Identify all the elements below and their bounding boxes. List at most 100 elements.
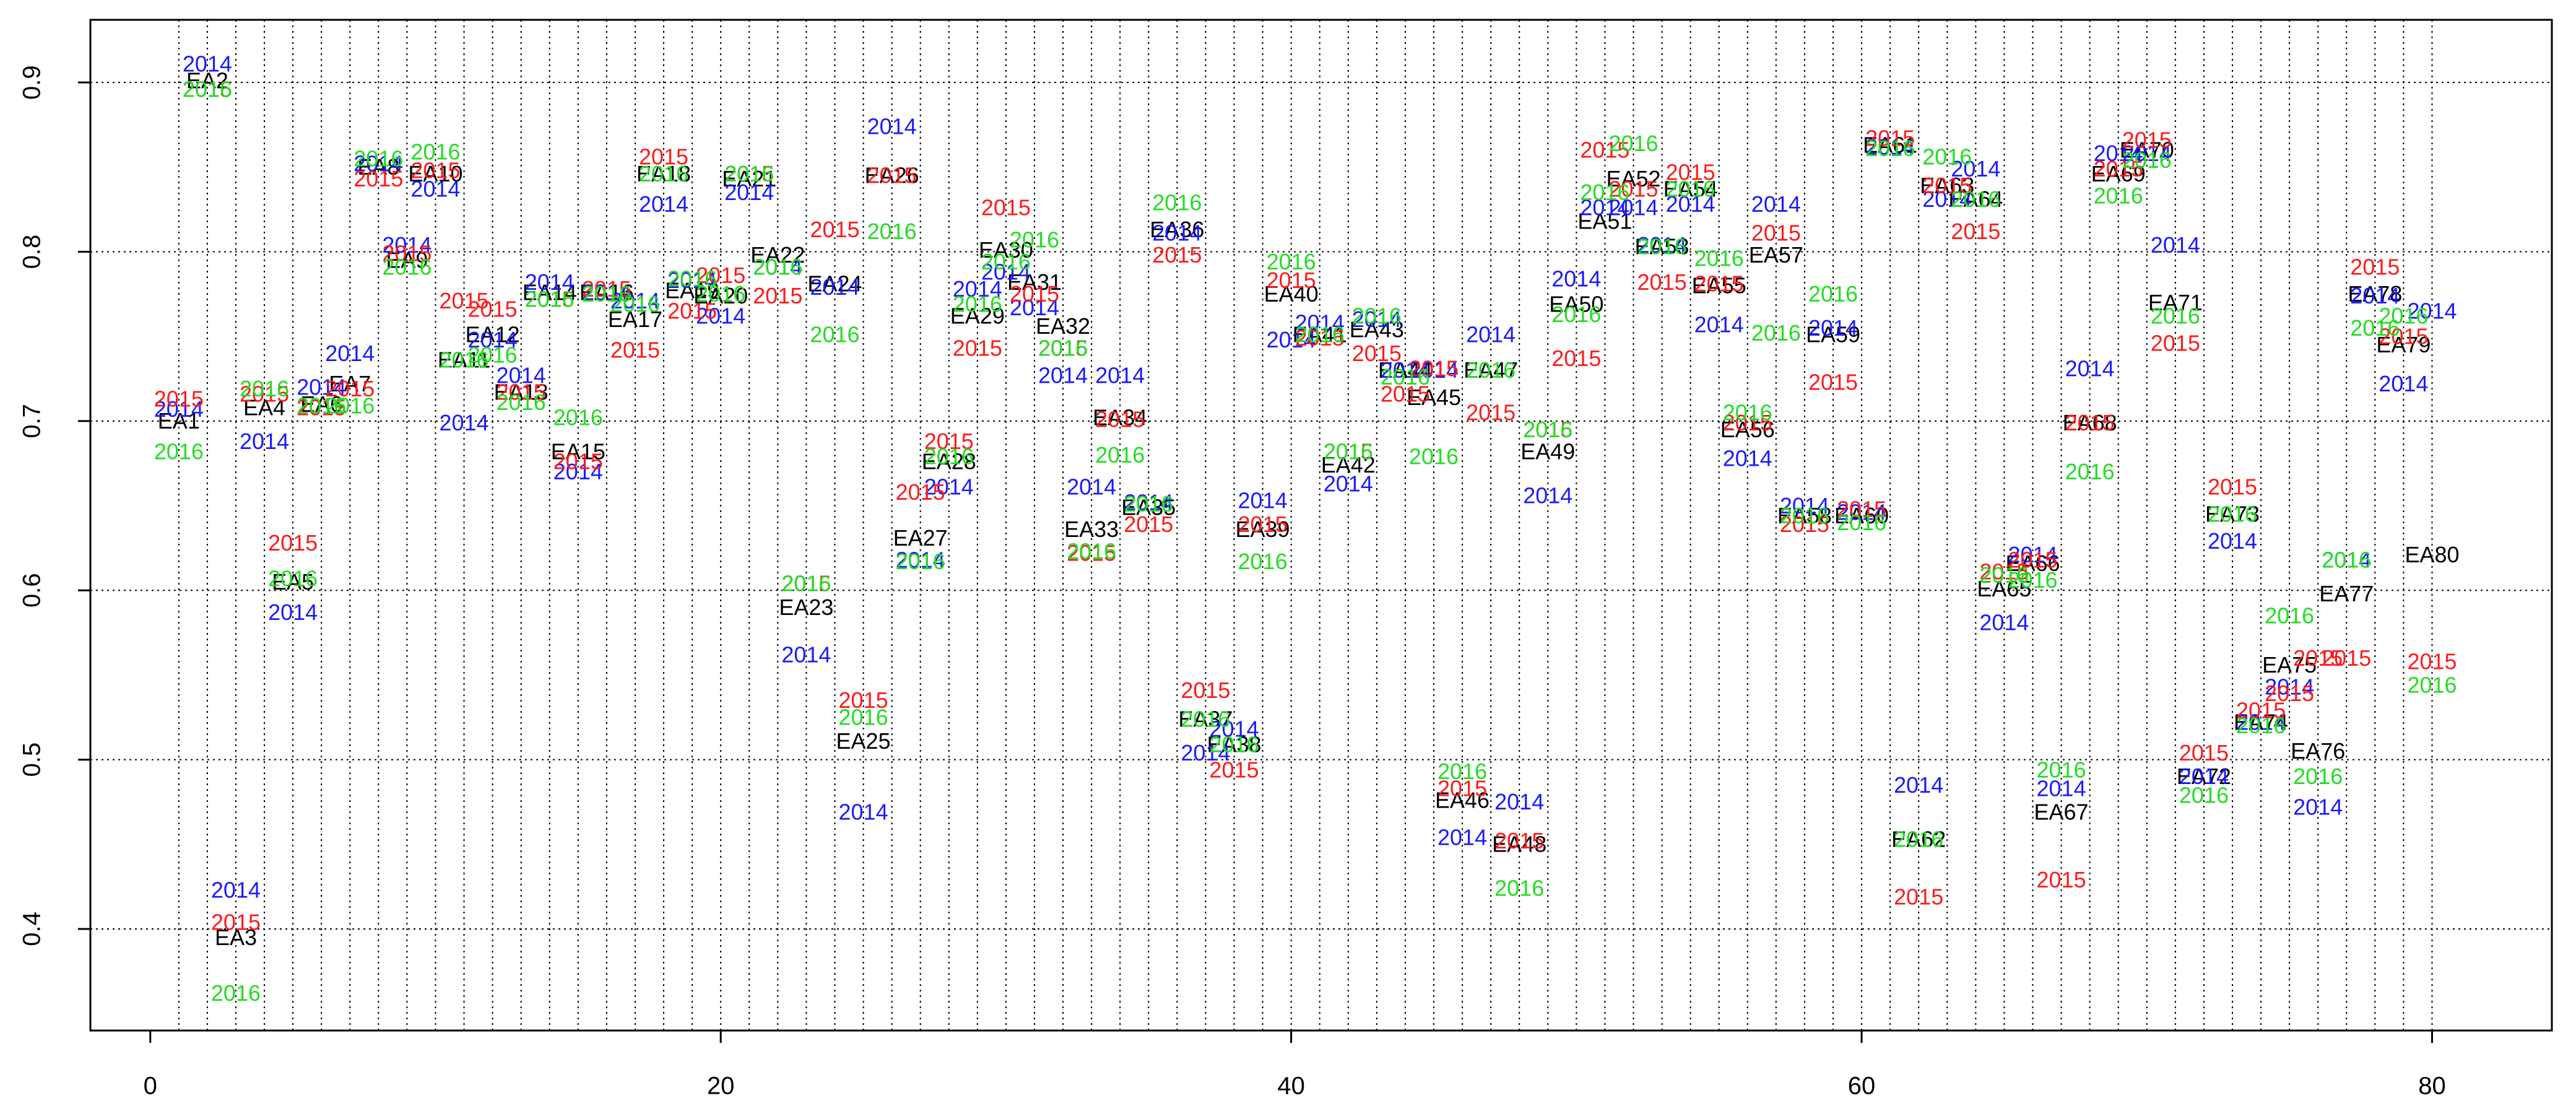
year-label: 2015: [2122, 127, 2172, 152]
year-label: 2015: [1837, 496, 1886, 521]
point-label: EA8: [357, 154, 399, 180]
point-label: EA49: [1520, 438, 1575, 464]
year-label: 2015: [410, 158, 460, 183]
year-label: 2014: [1466, 322, 1516, 347]
year-label: 2016: [639, 161, 688, 186]
year-label: 2016: [2065, 459, 2115, 484]
year-label: 2014: [639, 191, 688, 217]
year-label: 2016: [1067, 539, 1116, 564]
point-label: EA69: [2091, 161, 2146, 186]
year-label: 2015: [439, 288, 488, 313]
year-label: 2014: [1580, 195, 1629, 220]
year-label: 2014: [268, 599, 318, 625]
year-label: 2016: [2037, 757, 2086, 782]
point-label: EA54: [1663, 177, 1718, 202]
year-label: 2014: [297, 374, 346, 399]
point-label: EA25: [836, 728, 891, 754]
year-label: 2016: [724, 161, 774, 186]
point-label: EA30: [979, 237, 1033, 263]
year-label: 2015: [1894, 884, 1943, 909]
year-label: 2015: [610, 337, 660, 362]
point-label: EA70: [2120, 137, 2174, 163]
year-label: 2015: [2151, 330, 2200, 355]
year-label: 2016: [839, 705, 888, 730]
point-label: EA4: [243, 395, 285, 420]
point-label: EA13: [494, 380, 549, 405]
point-label: EA28: [922, 449, 976, 474]
point-label: EA1: [158, 408, 200, 434]
point-label: EA80: [2405, 542, 2459, 567]
year-label: 2016: [2122, 147, 2172, 173]
year-label: 2016: [610, 292, 660, 317]
year-label: 2014: [2407, 298, 2457, 323]
point-label: EA21: [722, 166, 776, 191]
year-label: 2014: [325, 341, 375, 366]
point-label: EA62: [1891, 826, 1946, 852]
year-label: 2014: [1124, 489, 1173, 515]
point-label: EA73: [2205, 501, 2260, 526]
year-label: 2015: [353, 166, 403, 191]
year-label: 2015: [1608, 177, 1658, 202]
year-label: 2016: [1694, 246, 1744, 271]
point-label: EA38: [1207, 731, 1261, 757]
year-label: 2015: [696, 263, 745, 288]
year-label: 2016: [1295, 322, 1345, 347]
point-label: EA50: [1549, 292, 1603, 317]
year-label: 2016: [1523, 417, 1572, 442]
year-label: 2015: [639, 144, 688, 170]
year-label: 2016: [2265, 603, 2314, 629]
year-label: 2014: [183, 51, 232, 76]
point-label: EA45: [1407, 385, 1461, 410]
year-label: 2016: [353, 146, 403, 171]
year-label: 2014: [1951, 156, 2000, 181]
year-label: 2015: [1551, 346, 1601, 371]
year-label: 2014: [1979, 609, 2029, 635]
year-label: 2016: [154, 438, 204, 464]
year-label: 2016: [2151, 303, 2200, 329]
year-label: 2016: [297, 393, 346, 419]
year-label: 2014: [468, 327, 518, 352]
point-label: EA20: [693, 283, 748, 308]
year-label: 2015: [1238, 512, 1288, 537]
year-label: 2014: [439, 410, 488, 435]
y-tick-label: 0.9: [19, 65, 46, 100]
year-label: 2016: [1209, 731, 1259, 757]
year-label: 2016: [1837, 510, 1886, 535]
point-label: EA46: [1435, 787, 1490, 813]
year-label: 2014: [2008, 542, 2057, 567]
point-label: EA51: [1577, 209, 1632, 234]
x-tick-label: 20: [707, 1073, 735, 1100]
year-label: 2014: [1381, 357, 1430, 383]
year-label: 2014: [953, 276, 1002, 302]
year-label: 2014: [1267, 327, 1316, 352]
year-label: 2014: [724, 180, 774, 205]
x-tick-label: 40: [1277, 1073, 1305, 1100]
year-label: 2016: [1723, 399, 1772, 425]
year-label: 2015: [2179, 740, 2229, 765]
point-label: EA2: [186, 68, 228, 94]
point-label: EA22: [750, 242, 805, 268]
year-label: 2015: [1267, 268, 1316, 293]
year-label: 2016: [1780, 503, 1829, 528]
year-label: 2014: [211, 877, 261, 902]
year-label: 2016: [1038, 336, 1088, 361]
y-tick-label: 0.4: [19, 912, 46, 946]
point-label: EA3: [215, 925, 257, 950]
year-label: 2016: [410, 139, 460, 164]
year-label: 2016: [753, 254, 802, 279]
point-label: EA52: [1606, 166, 1660, 191]
year-label: 2014: [2322, 547, 2371, 572]
point-label: EA24: [807, 271, 862, 297]
point-label: EA74: [2234, 710, 2288, 735]
year-label: 2014: [1067, 474, 1116, 500]
year-label: 2015: [382, 240, 432, 266]
year-label: 2014: [410, 177, 460, 202]
point-label: EA36: [1150, 217, 1204, 242]
year-label: 2016: [696, 281, 745, 307]
year-label: 2014: [1751, 191, 1801, 217]
year-label: 2015: [1637, 269, 1687, 295]
year-label: 2016: [2008, 567, 2057, 593]
year-label: 2015: [2065, 410, 2115, 435]
point-label: EA67: [2034, 800, 2089, 825]
